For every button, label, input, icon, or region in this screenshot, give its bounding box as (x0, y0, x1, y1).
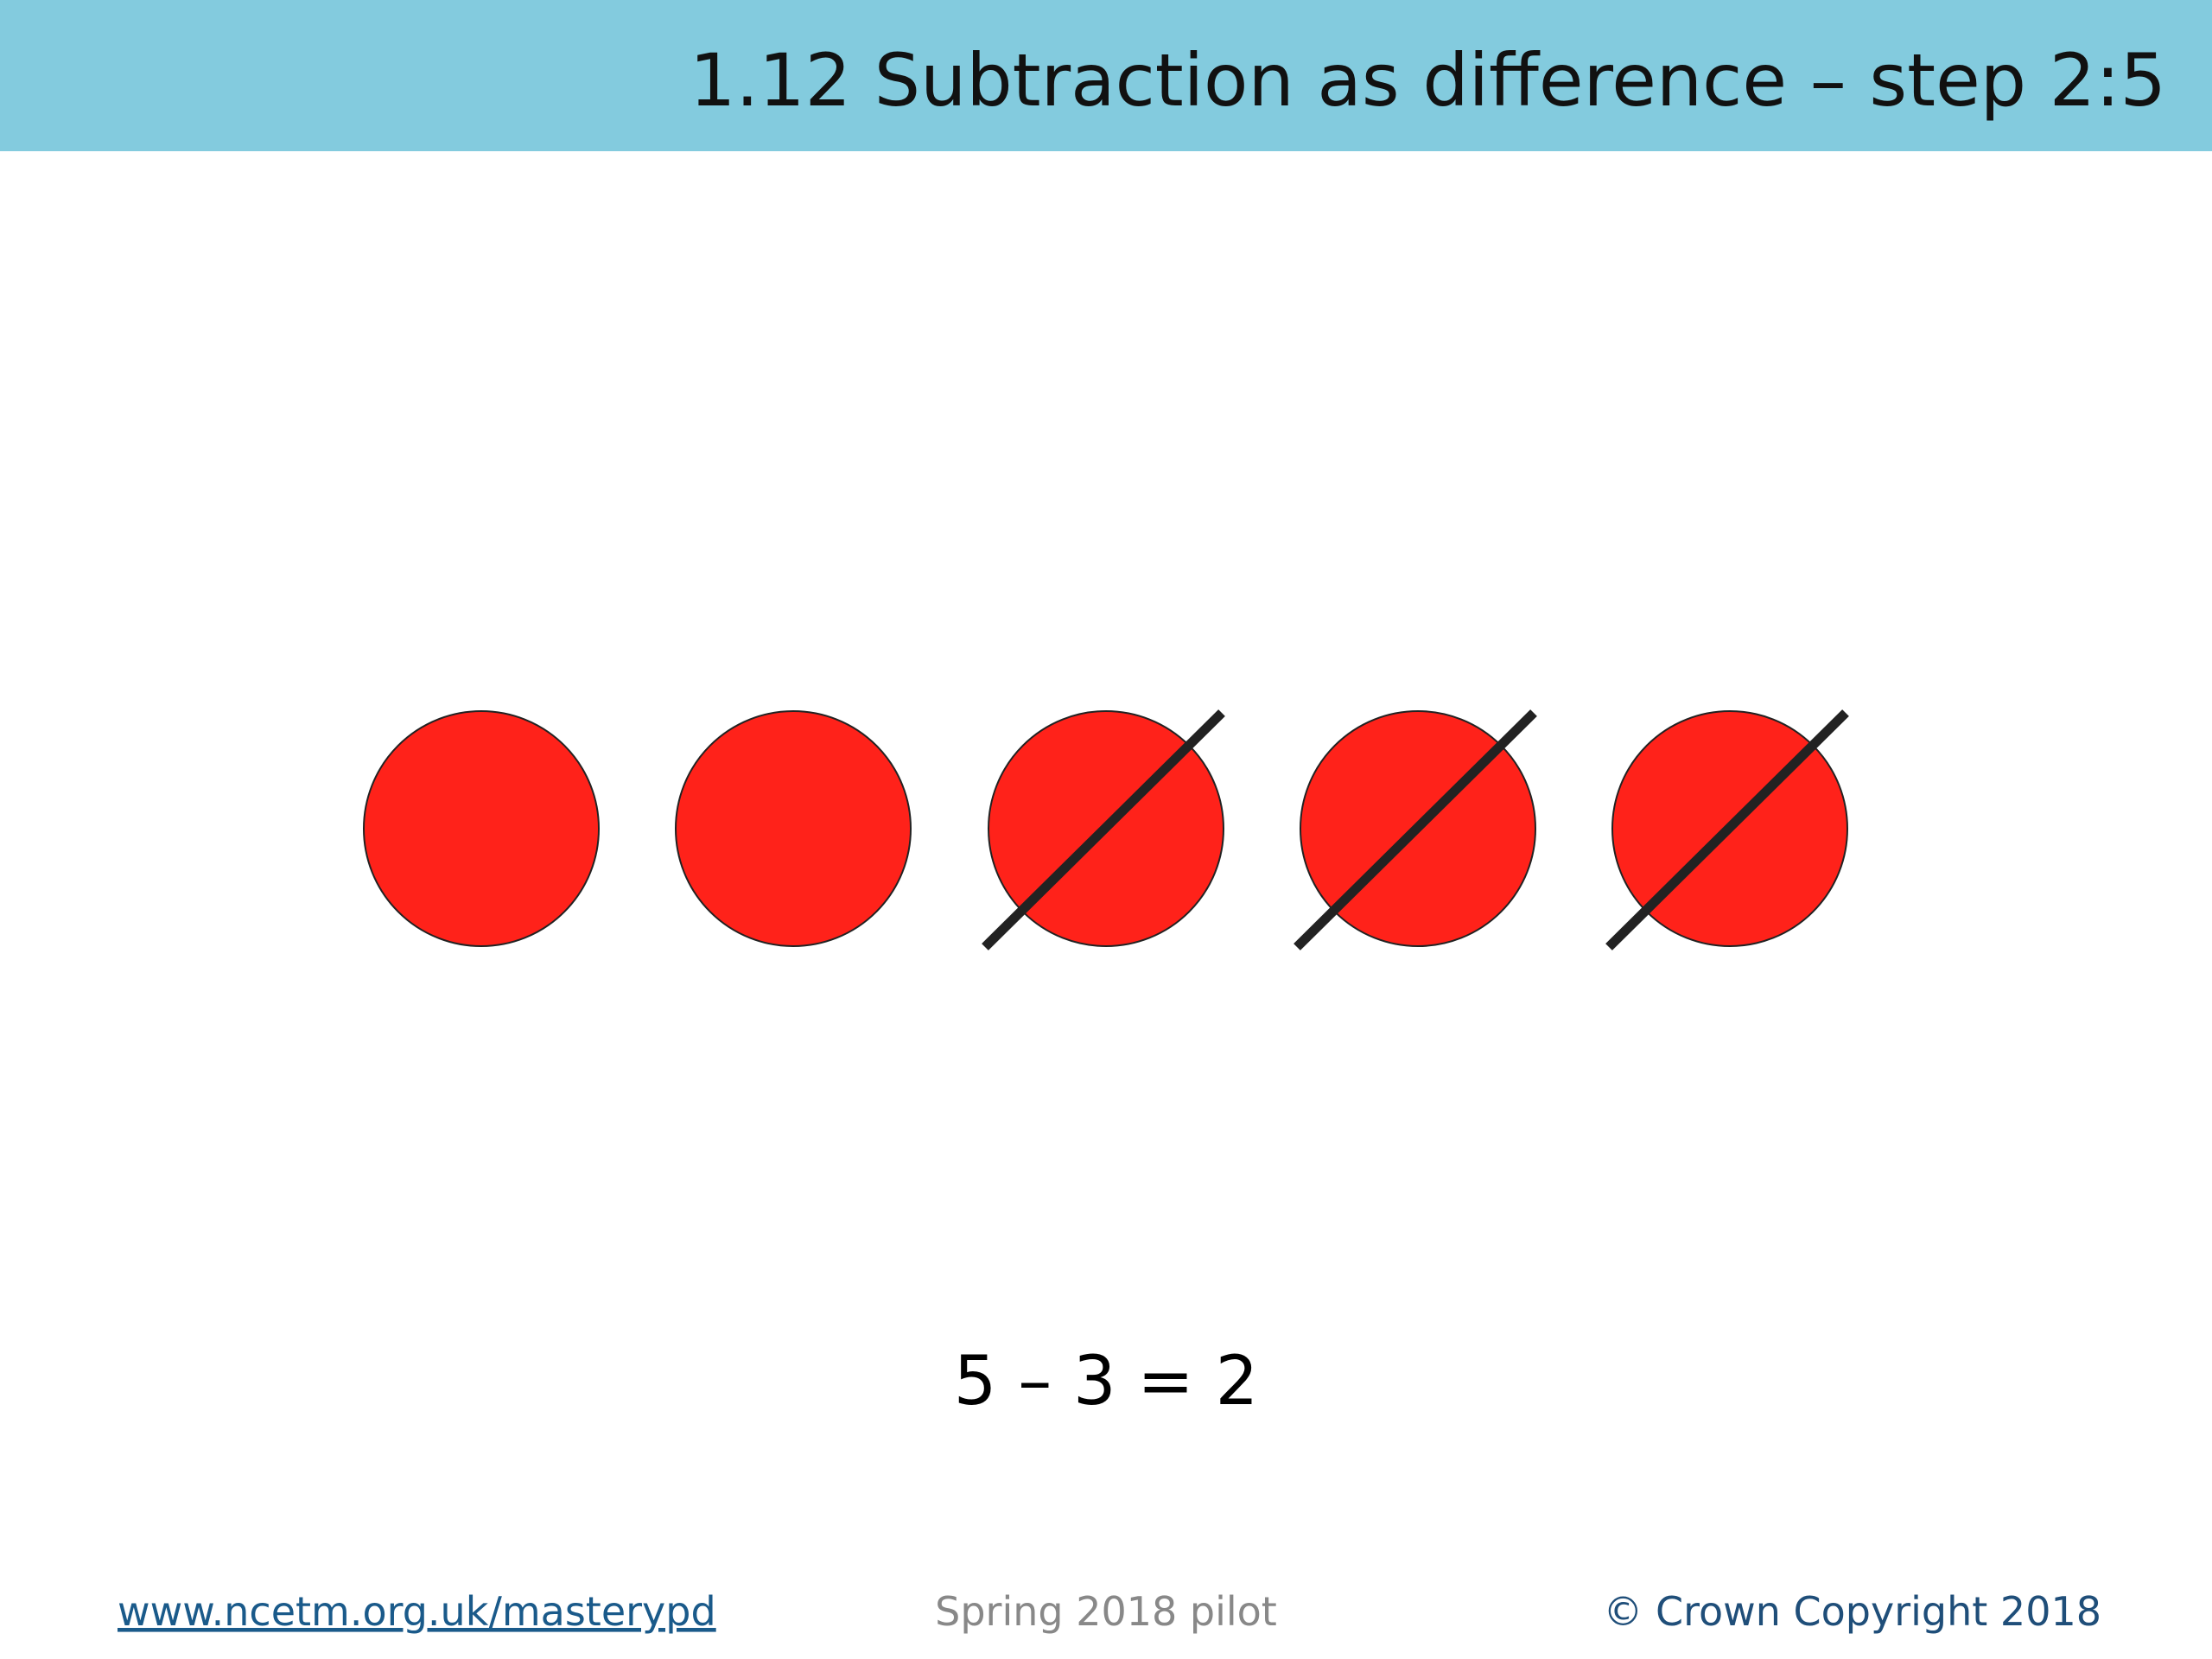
slide-title: 1.12 Subtraction as difference – step 2:… (690, 38, 2166, 123)
equation: 5 – 3 = 2 (954, 1343, 1258, 1421)
footer-link[interactable]: www.ncetm.org.uk/masterypd (118, 1588, 716, 1635)
footer-center: Spring 2018 pilot (935, 1588, 1277, 1635)
cross-out (1605, 709, 1849, 950)
cross-out (982, 709, 1225, 950)
cross-outs (982, 709, 1849, 950)
cross-out (1294, 709, 1537, 950)
header-bar (0, 0, 2212, 151)
counter (363, 710, 600, 947)
footer-copyright: © Crown Copyright 2018 (1603, 1588, 2101, 1635)
counter (675, 710, 912, 947)
